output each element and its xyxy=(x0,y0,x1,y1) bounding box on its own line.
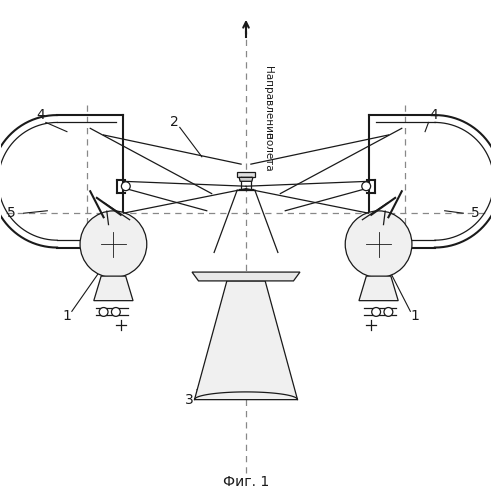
Circle shape xyxy=(112,308,120,316)
Text: 5: 5 xyxy=(7,206,16,220)
Text: полета: полета xyxy=(263,132,273,171)
Circle shape xyxy=(362,182,370,190)
Text: 3: 3 xyxy=(185,392,194,406)
Polygon shape xyxy=(94,276,133,300)
Text: 4: 4 xyxy=(429,108,438,122)
Text: 2: 2 xyxy=(171,116,179,130)
Text: 4: 4 xyxy=(36,108,45,122)
Circle shape xyxy=(122,182,130,190)
Text: Направление: Направление xyxy=(263,66,273,140)
Circle shape xyxy=(80,211,147,278)
Polygon shape xyxy=(194,281,298,400)
Text: Фиг. 1: Фиг. 1 xyxy=(223,474,269,488)
Polygon shape xyxy=(239,178,253,182)
Circle shape xyxy=(384,308,393,316)
Polygon shape xyxy=(359,276,398,300)
Text: 5: 5 xyxy=(471,206,480,220)
Text: 1: 1 xyxy=(411,309,420,323)
Circle shape xyxy=(99,308,108,316)
Polygon shape xyxy=(192,272,300,281)
Text: 1: 1 xyxy=(62,309,71,323)
Circle shape xyxy=(372,308,380,316)
Polygon shape xyxy=(237,172,255,178)
Circle shape xyxy=(345,211,412,278)
